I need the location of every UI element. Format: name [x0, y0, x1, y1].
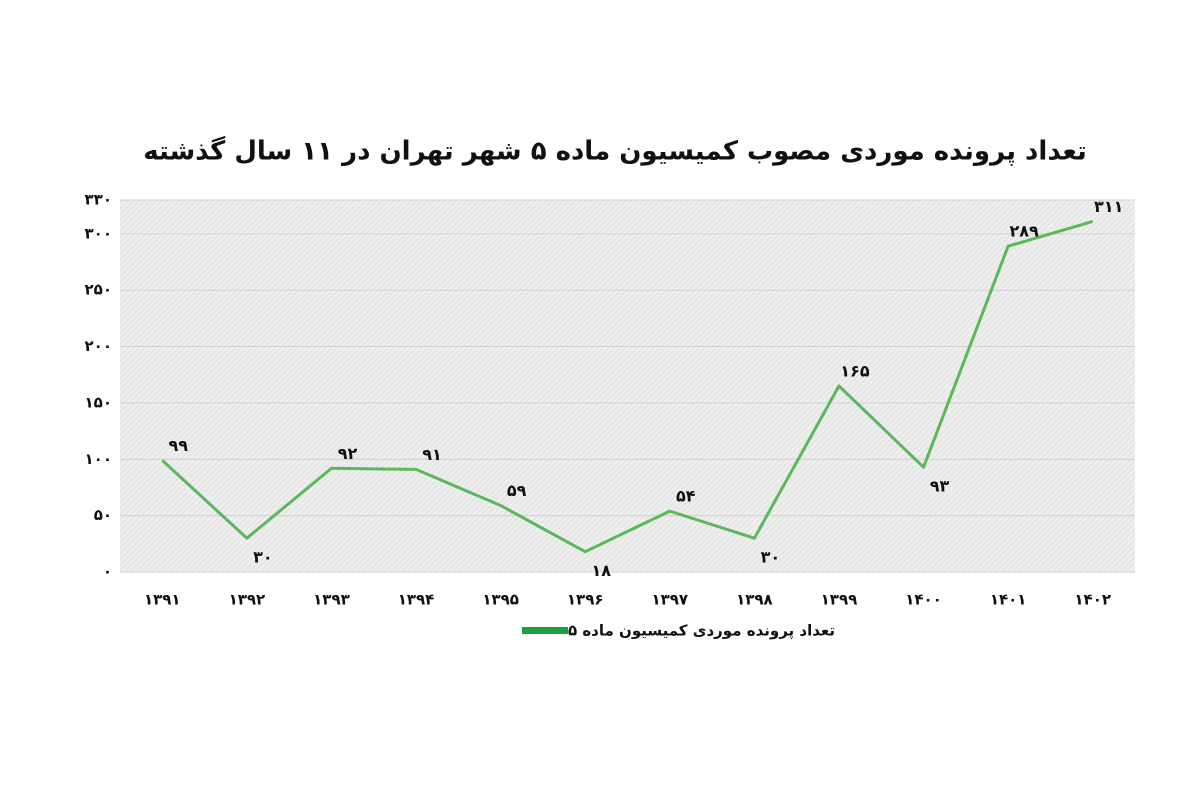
- value-label: ۳۰: [253, 548, 273, 567]
- x-tick-label: ۱۴۰۲: [1074, 591, 1111, 609]
- y-tick-label: ۵۰: [94, 506, 112, 524]
- y-tick-label: ۲۰۰: [85, 337, 112, 355]
- value-label: ۹۳: [930, 477, 950, 496]
- x-tick-label: ۱۳۹۲: [229, 591, 266, 609]
- y-tick-label: ۳۳۰: [85, 191, 112, 209]
- value-label: ۲۸۹: [1009, 222, 1039, 241]
- value-label: ۹۲: [338, 444, 358, 463]
- y-tick-label: ۰: [103, 563, 112, 581]
- data-line: [161, 219, 1094, 554]
- x-tick-label: ۱۳۹۴: [398, 591, 435, 609]
- value-label: ۳۰: [761, 548, 781, 567]
- legend-swatch: [522, 627, 568, 634]
- x-tick-label: ۱۳۹۱: [144, 591, 181, 609]
- value-label: ۱۸: [591, 561, 611, 580]
- y-tick-label: ۳۰۰: [85, 224, 112, 242]
- value-label: ۱۶۵: [840, 362, 870, 381]
- x-tick-label: ۱۳۹۷: [651, 591, 688, 609]
- value-label: ۵۴: [676, 487, 696, 506]
- value-label: ۹۱: [422, 445, 442, 464]
- value-label: ۵۹: [507, 481, 527, 500]
- chart-title: تعداد پرونده موردی مصوب کمیسیون ماده ۵ ش…: [143, 136, 1087, 167]
- plot-area: [120, 200, 1135, 572]
- x-tick-label: ۱۴۰۱: [990, 591, 1027, 609]
- x-tick-label: ۱۳۹۵: [482, 591, 519, 609]
- value-label: ۹۹: [169, 436, 189, 455]
- x-tick-label: ۱۳۹۸: [736, 591, 773, 609]
- y-tick-label: ۲۵۰: [85, 281, 112, 299]
- x-tick-label: ۱۳۹۶: [567, 591, 604, 609]
- legend-label: تعداد پرونده موردی کمیسیون ماده ۵: [568, 622, 835, 641]
- x-tick-label: ۱۴۰۰: [905, 591, 942, 609]
- y-tick-label: ۱۵۰: [85, 393, 112, 411]
- y-tick-label: ۱۰۰: [85, 450, 112, 468]
- x-tick-label: ۱۳۹۹: [821, 591, 858, 609]
- x-tick-label: ۱۳۹۳: [313, 591, 350, 609]
- value-label: ۳۱۱: [1094, 197, 1123, 216]
